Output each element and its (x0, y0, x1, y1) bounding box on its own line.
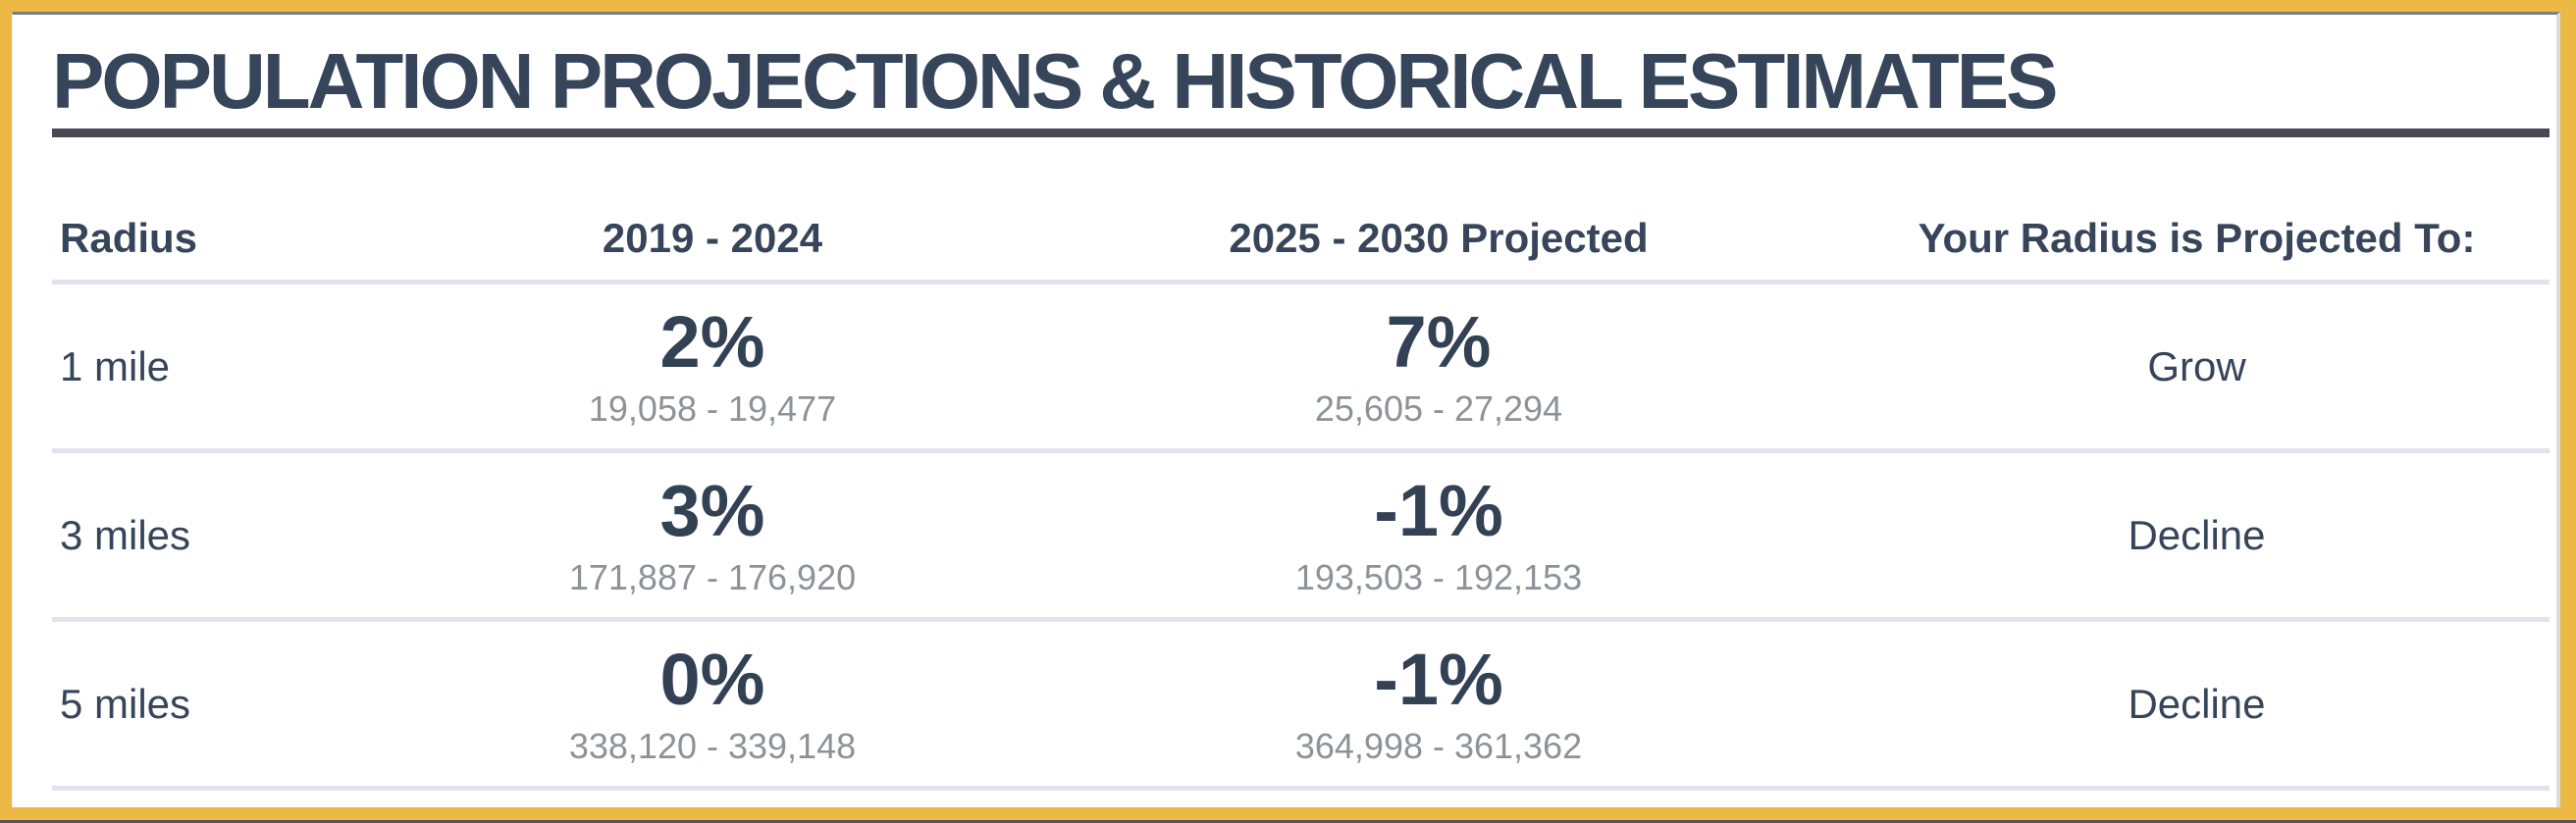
radius-label: 1 mile (60, 342, 171, 389)
report-content: POPULATION PROJECTIONS & HISTORICAL ESTI… (13, 15, 2556, 807)
historical-stat-cell: 2% 19,058 - 19,477 (392, 300, 1033, 431)
historical-stat-cell: 3% 171,887 - 176,920 (392, 469, 1033, 599)
radius-label: 3 miles (60, 511, 191, 558)
outlook-label: Decline (2128, 511, 2266, 558)
historical-range: 19,058 - 19,477 (588, 387, 837, 429)
projected-stat-cell: -1% 193,503 - 192,153 (1033, 469, 1844, 599)
table-row: 5 miles 0% 338,120 - 339,148 -1% 364,998… (52, 622, 2550, 791)
historical-stat-cell: 0% 338,120 - 339,148 (392, 638, 1033, 768)
column-header-radius: Radius (60, 215, 198, 261)
table-header-row: Radius 2019 - 2024 2025 - 2030 Projected… (52, 137, 2550, 284)
projected-range: 193,503 - 192,153 (1294, 556, 1583, 597)
projected-percent: 7% (1386, 300, 1492, 383)
historical-percent: 3% (659, 469, 765, 551)
outlook-label: Grow (2147, 342, 2246, 389)
projected-range: 364,998 - 361,362 (1294, 725, 1583, 766)
title-block: POPULATION PROJECTIONS & HISTORICAL ESTI… (52, 42, 2550, 137)
column-header-outlook: Your Radius is Projected To: (1918, 215, 2476, 261)
historical-range: 171,887 - 176,920 (568, 556, 857, 597)
projected-stat-cell: 7% 25,605 - 27,294 (1033, 300, 1844, 431)
projected-percent: -1% (1374, 638, 1503, 720)
page-title: POPULATION PROJECTIONS & HISTORICAL ESTI… (52, 37, 2058, 125)
projected-range: 25,605 - 27,294 (1314, 387, 1563, 429)
table-row: 3 miles 3% 171,887 - 176,920 -1% 193,503… (52, 453, 2550, 622)
column-header-projected: 2025 - 2030 Projected (1229, 215, 1649, 261)
historical-percent: 2% (659, 300, 765, 383)
projected-stat-cell: -1% 364,998 - 361,362 (1033, 638, 1844, 768)
historical-range: 338,120 - 339,148 (568, 725, 857, 766)
historical-percent: 0% (659, 638, 765, 720)
radius-label: 5 miles (60, 680, 191, 727)
outlook-label: Decline (2128, 680, 2266, 727)
column-header-historical: 2019 - 2024 (602, 215, 823, 261)
report-panel: POPULATION PROJECTIONS & HISTORICAL ESTI… (12, 12, 2560, 807)
table-row: 1 mile 2% 19,058 - 19,477 7% 25,605 - 27… (52, 284, 2550, 453)
window-bottom-edge (0, 820, 2576, 823)
projected-percent: -1% (1374, 469, 1503, 551)
